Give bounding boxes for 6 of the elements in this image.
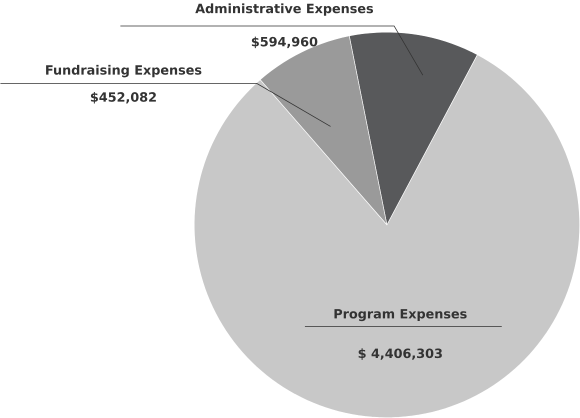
slice-label: Fundraising Expenses xyxy=(46,64,202,78)
data-label: $452,082 xyxy=(90,92,156,104)
slice-label: Administrative Expenses xyxy=(195,3,374,16)
data-label: $ 4,406,303 xyxy=(358,348,442,360)
slice-label: Program Expenses xyxy=(334,309,467,322)
data-label: $594,960 xyxy=(252,36,318,48)
